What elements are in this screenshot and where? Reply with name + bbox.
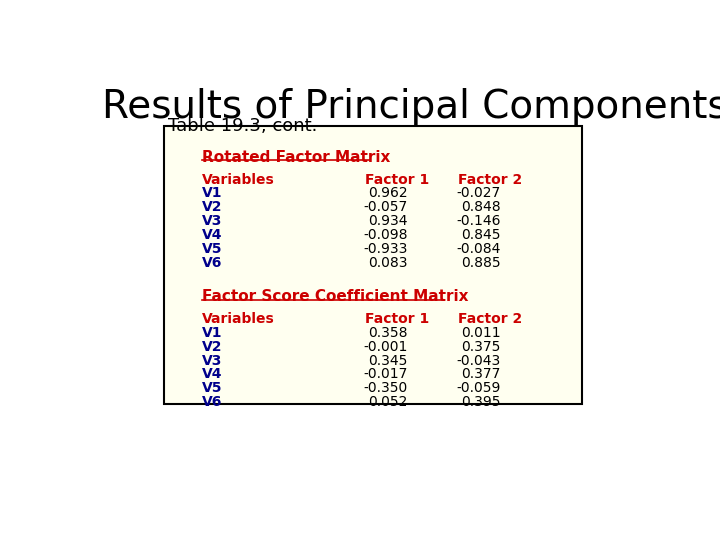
Text: V6: V6 xyxy=(202,256,222,270)
Text: V4: V4 xyxy=(202,228,223,242)
Text: 0.377: 0.377 xyxy=(462,367,500,381)
Text: Factor 2: Factor 2 xyxy=(458,312,523,326)
Text: V5: V5 xyxy=(202,242,223,256)
Text: Results of Principal Components Analysis: Results of Principal Components Analysis xyxy=(102,88,720,126)
Text: -0.084: -0.084 xyxy=(456,242,500,256)
Text: V6: V6 xyxy=(202,395,222,409)
Text: Factor 2: Factor 2 xyxy=(458,173,523,187)
Text: 0.358: 0.358 xyxy=(368,326,408,340)
Text: -0.043: -0.043 xyxy=(456,354,500,368)
Text: 0.083: 0.083 xyxy=(368,256,408,270)
Text: Table 19.3, cont.: Table 19.3, cont. xyxy=(168,117,317,135)
Text: 0.052: 0.052 xyxy=(369,395,408,409)
Text: 0.934: 0.934 xyxy=(368,214,408,228)
Text: 0.375: 0.375 xyxy=(462,340,500,354)
Text: 0.395: 0.395 xyxy=(462,395,500,409)
Text: V3: V3 xyxy=(202,214,222,228)
Text: Variables: Variables xyxy=(202,312,275,326)
Text: -0.098: -0.098 xyxy=(364,228,408,242)
Text: V2: V2 xyxy=(202,200,223,214)
Text: 0.962: 0.962 xyxy=(368,186,408,200)
Text: -0.350: -0.350 xyxy=(364,381,408,395)
Text: V1: V1 xyxy=(202,326,223,340)
Text: Factor Score Coefficient Matrix: Factor Score Coefficient Matrix xyxy=(202,289,469,304)
Text: -0.933: -0.933 xyxy=(364,242,408,256)
Text: -0.146: -0.146 xyxy=(456,214,500,228)
Text: V5: V5 xyxy=(202,381,223,395)
Text: -0.027: -0.027 xyxy=(456,186,500,200)
Text: V2: V2 xyxy=(202,340,223,354)
Text: V3: V3 xyxy=(202,354,222,368)
Text: 0.011: 0.011 xyxy=(461,326,500,340)
Text: Factor 1: Factor 1 xyxy=(365,173,429,187)
Text: 0.345: 0.345 xyxy=(369,354,408,368)
Text: Variables: Variables xyxy=(202,173,275,187)
Text: -0.059: -0.059 xyxy=(456,381,500,395)
Text: V4: V4 xyxy=(202,367,223,381)
Text: 0.845: 0.845 xyxy=(462,228,500,242)
Text: 0.885: 0.885 xyxy=(461,256,500,270)
Text: V1: V1 xyxy=(202,186,223,200)
Text: -0.017: -0.017 xyxy=(364,367,408,381)
Text: -0.001: -0.001 xyxy=(364,340,408,354)
Text: Rotated Factor Matrix: Rotated Factor Matrix xyxy=(202,150,391,165)
FancyBboxPatch shape xyxy=(163,126,582,403)
Text: -0.057: -0.057 xyxy=(364,200,408,214)
Text: 0.848: 0.848 xyxy=(461,200,500,214)
Text: Factor 1: Factor 1 xyxy=(365,312,429,326)
